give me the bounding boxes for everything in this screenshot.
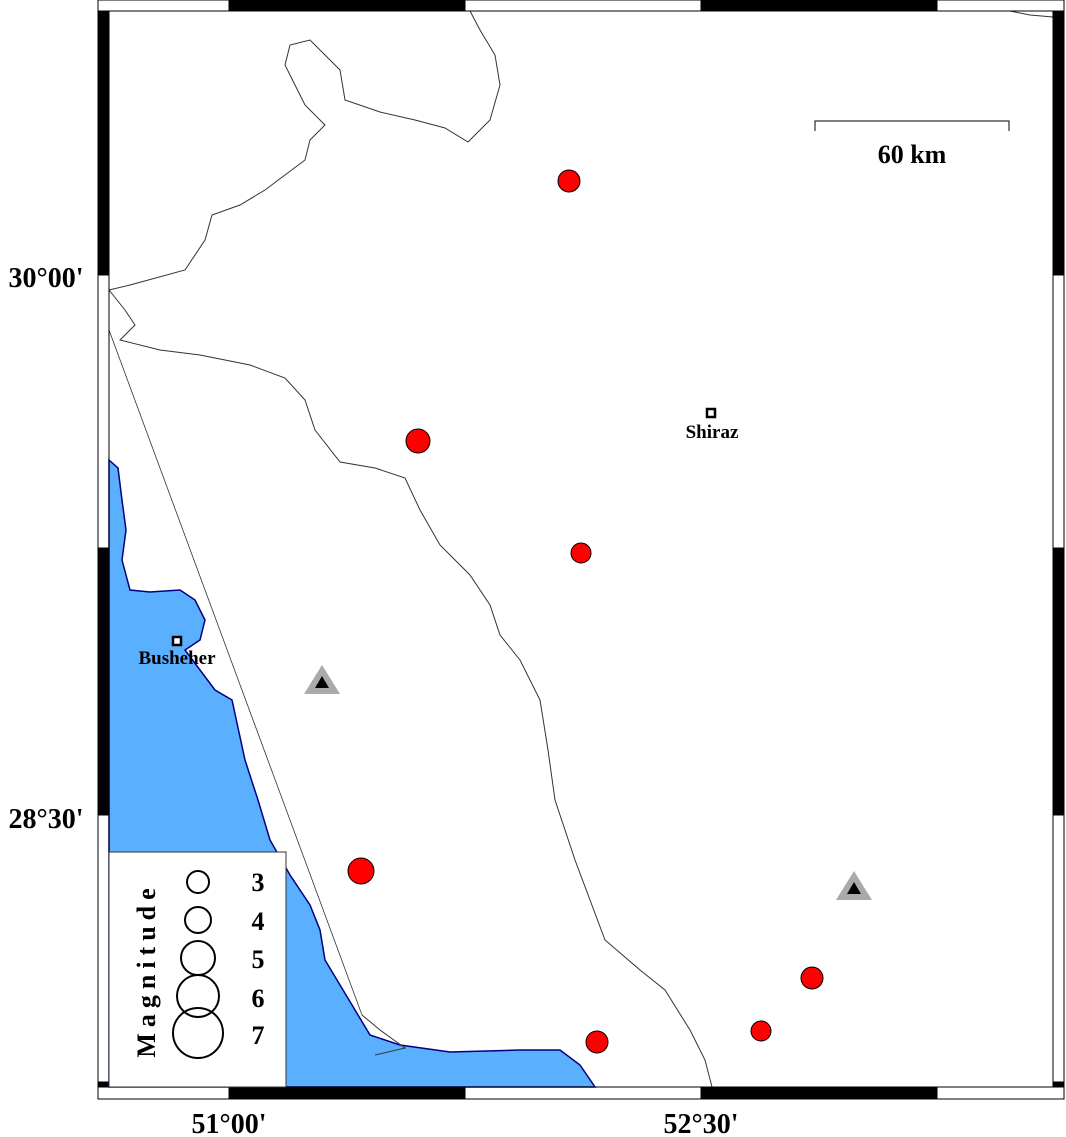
- city-marker-shiraz: [705, 407, 717, 419]
- city-label-busheher: Busheher: [138, 648, 216, 669]
- lat-label: 28°30': [9, 804, 84, 835]
- earthquake-event: [800, 966, 824, 990]
- earthquake-event: [347, 857, 375, 885]
- border-ne: [1009, 10, 1054, 18]
- scale-bar-label: 60 km: [878, 140, 947, 169]
- legend-label: 4: [252, 907, 265, 936]
- earthquake-event: [557, 169, 581, 193]
- legend-label: 3: [252, 868, 265, 897]
- coast-detail: [361, 1014, 407, 1056]
- province-border-north: [108, 10, 501, 291]
- legend-circle: [172, 1007, 224, 1059]
- station-marker: [836, 871, 872, 900]
- map-frame: [97, 0, 1065, 1100]
- legend-label: 6: [252, 984, 265, 1013]
- legend-circle: [184, 906, 212, 934]
- legend-label: 5: [252, 945, 265, 974]
- city-label-shiraz: Shiraz: [686, 422, 739, 443]
- station-marker: [304, 665, 340, 694]
- earthquake-event: [585, 1030, 609, 1054]
- earthquake-event: [750, 1020, 772, 1042]
- lat-label: 30°00': [9, 263, 84, 294]
- legend: Magnitude 3 4 5 6 7: [108, 851, 287, 1088]
- legend-label: 7: [252, 1021, 265, 1050]
- earthquake-event: [405, 428, 431, 454]
- province-border: [108, 289, 713, 1088]
- city-marker-busheher: [171, 635, 183, 647]
- straight-boundary: [108, 329, 363, 1016]
- legend-circle: [186, 870, 210, 894]
- lon-label: 52°30': [664, 1109, 739, 1137]
- lon-label: 51°00': [192, 1109, 267, 1137]
- legend-circle: [176, 974, 220, 1018]
- scale-bar: [814, 120, 1010, 131]
- earthquake-event: [570, 542, 592, 564]
- legend-title: Magnitude: [132, 882, 161, 1057]
